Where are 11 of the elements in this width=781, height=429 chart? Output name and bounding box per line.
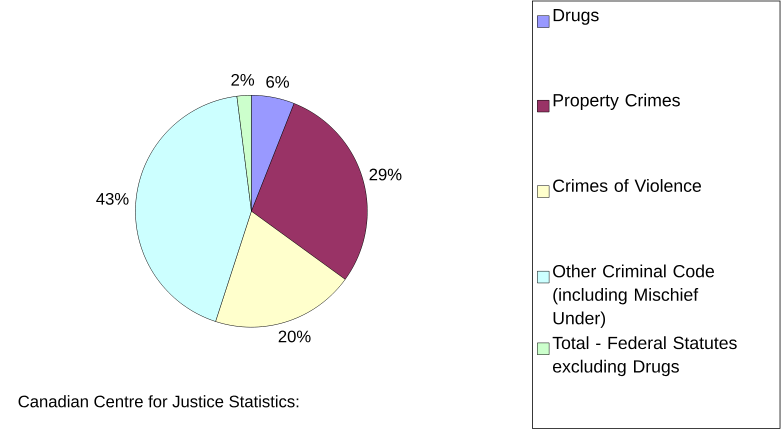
data-label: 6% xyxy=(266,76,289,88)
data-label: 2% xyxy=(231,74,254,86)
data-label: 43% xyxy=(96,192,129,205)
legend-label: Drugs xyxy=(554,8,599,25)
legend-label: Crimes of Violence xyxy=(553,178,701,192)
legend-label: Other Criminal Code (including Mischief Under) xyxy=(553,264,714,328)
data-label: 29% xyxy=(370,168,402,180)
legend-label: Property Crimes xyxy=(554,93,680,110)
legend-label: Total - Federal Statutes excluding Drugs xyxy=(552,336,737,376)
text: Canadian Centre for Justice Statistics: xyxy=(18,395,298,408)
data-label: 20% xyxy=(278,330,311,342)
